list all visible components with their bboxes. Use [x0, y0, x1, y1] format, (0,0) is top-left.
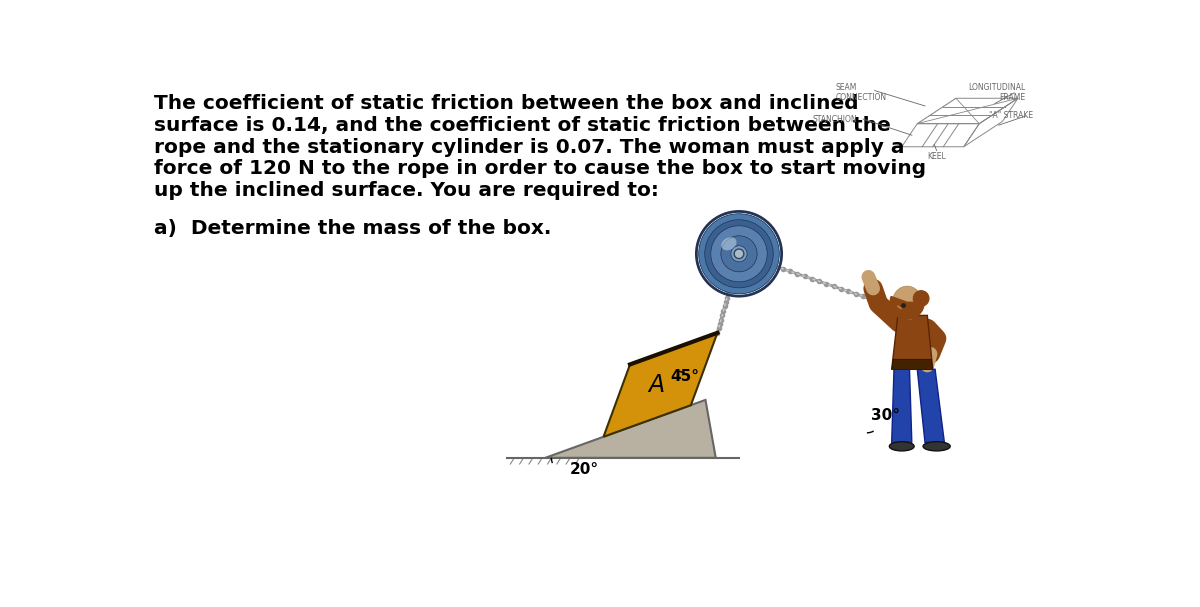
Text: The coefficient of static friction between the box and inclined: The coefficient of static friction betwe…: [154, 95, 858, 114]
Circle shape: [721, 236, 757, 272]
Text: "A" STRAKE: "A" STRAKE: [989, 112, 1033, 120]
Ellipse shape: [893, 286, 922, 319]
Text: surface is 0.14, and the coefficient of static friction between the: surface is 0.14, and the coefficient of …: [154, 116, 890, 135]
Ellipse shape: [889, 442, 914, 451]
Text: 20°: 20°: [570, 462, 599, 477]
Text: LONGITUDINAL
FRAME: LONGITUDINAL FRAME: [968, 83, 1026, 102]
Circle shape: [734, 249, 744, 259]
Text: a)  Determine the mass of the box.: a) Determine the mass of the box.: [154, 219, 551, 238]
Circle shape: [913, 291, 929, 306]
Circle shape: [698, 214, 779, 294]
Polygon shape: [892, 316, 932, 369]
Polygon shape: [892, 369, 912, 443]
Text: KEEL: KEEL: [928, 152, 946, 161]
Text: rope and the stationary cylinder is 0.07. The woman must apply a: rope and the stationary cylinder is 0.07…: [154, 138, 905, 157]
Polygon shape: [892, 359, 932, 369]
Ellipse shape: [721, 237, 737, 250]
Wedge shape: [890, 296, 924, 319]
Text: STANCHION: STANCHION: [812, 115, 857, 124]
Circle shape: [710, 226, 767, 282]
Circle shape: [698, 214, 779, 294]
Text: up the inclined surface. You are required to:: up the inclined surface. You are require…: [154, 181, 659, 200]
Text: A: A: [648, 373, 665, 397]
Text: 45°: 45°: [671, 370, 700, 384]
Text: force of 120 N to the rope in order to cause the box to start moving: force of 120 N to the rope in order to c…: [154, 159, 926, 178]
Circle shape: [704, 220, 773, 288]
Ellipse shape: [923, 442, 950, 451]
Circle shape: [731, 246, 748, 262]
Polygon shape: [545, 400, 715, 458]
Text: SEAM
CONNECTION: SEAM CONNECTION: [836, 83, 887, 102]
Ellipse shape: [904, 306, 914, 320]
Polygon shape: [604, 333, 718, 437]
Circle shape: [698, 214, 779, 294]
Text: 30°: 30°: [871, 408, 900, 423]
Polygon shape: [917, 369, 944, 443]
